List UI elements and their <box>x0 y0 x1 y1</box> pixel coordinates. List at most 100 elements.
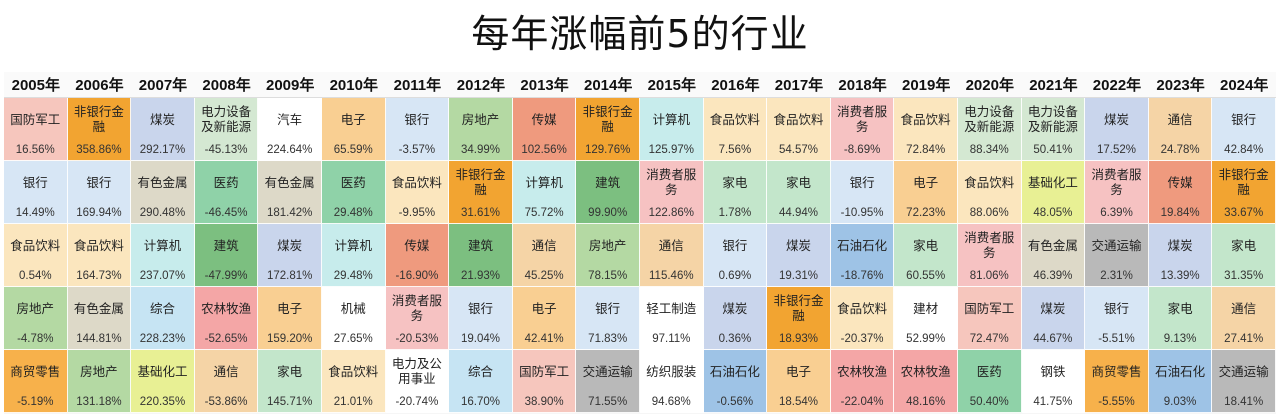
industry-return: 115.46% <box>649 270 694 282</box>
industry-cell: 食品饮料 164.73% <box>67 224 132 287</box>
industry-cell: 食品饮料 72.84% <box>894 98 958 161</box>
industry-return: 21.93% <box>460 270 500 282</box>
year-header: 2008年 <box>194 72 259 98</box>
year-header: 2021年 <box>1021 72 1086 98</box>
year-header: 2019年 <box>894 72 958 98</box>
industry-cell: 煤炭 0.36% <box>703 287 768 350</box>
year-header: 2007年 <box>131 72 195 98</box>
industry-return: 0.69% <box>718 270 752 282</box>
industry-name: 有色金属 <box>1027 237 1078 253</box>
industry-name: 通信 <box>1231 300 1257 316</box>
industry-cell: 国防军工 16.56% <box>4 98 68 161</box>
ranking-table: 2005年 2006年 2007年 2008年 2009年 2010年 2011年 2012年… <box>4 72 1276 414</box>
industry-cell: 建筑 21.93% <box>449 224 513 287</box>
industry-return: 21.01% <box>333 396 373 408</box>
industry-cell: 商贸零售 -5.55% <box>1085 350 1149 413</box>
industry-return: 31.61% <box>460 207 500 219</box>
industry-cell: 交通运输 71.55% <box>576 350 640 413</box>
industry-name: 房地产 <box>80 363 118 379</box>
industry-name: 非银行金融 <box>73 104 124 134</box>
industry-name: 家电 <box>722 174 748 190</box>
industry-return: 2.31% <box>1100 270 1133 282</box>
industry-name: 医药 <box>340 174 366 190</box>
year-header: 2024年 <box>1212 72 1276 98</box>
industry-name: 消费者服务 <box>1091 167 1142 197</box>
industry-return: 42.41% <box>524 333 564 345</box>
industry-cell: 家电 31.35% <box>1212 224 1276 287</box>
industry-return: 17.52% <box>1096 144 1136 156</box>
industry-name: 非银行金融 <box>455 167 506 197</box>
industry-name: 消费者服务 <box>964 230 1015 260</box>
industry-return: 33.67% <box>1224 207 1264 219</box>
industry-cell: 有色金属 144.81% <box>67 287 132 350</box>
industry-cell: 房地产 131.18% <box>67 350 132 413</box>
industry-return: -8.69% <box>843 144 881 156</box>
industry-name: 房地产 <box>461 111 500 127</box>
industry-name: 轻工制造 <box>646 300 697 316</box>
industry-name: 食品饮料 <box>709 111 760 127</box>
industry-name: 家电 <box>277 363 303 379</box>
industry-return: 38.90% <box>524 396 564 408</box>
industry-cell: 钢铁 41.75% <box>1021 350 1086 413</box>
industry-name: 农林牧渔 <box>837 363 888 379</box>
industry-cell: 商贸零售 -5.19% <box>4 350 68 413</box>
industry-return: 0.36% <box>718 333 752 345</box>
industry-cell: 食品饮料 88.06% <box>957 161 1022 224</box>
industry-return: 19.31% <box>778 270 818 282</box>
industry-cell: 食品饮料 21.01% <box>321 350 386 413</box>
industry-name: 家电 <box>1167 300 1193 316</box>
industry-return: 16.56% <box>15 144 55 156</box>
industry-cell: 有色金属 46.39% <box>1021 224 1086 287</box>
industry-return: 145.71% <box>266 396 313 408</box>
industry-cell: 银行 -5.51% <box>1085 287 1149 350</box>
industry-cell: 非银行金融 33.67% <box>1212 161 1276 224</box>
industry-name: 钢铁 <box>1040 363 1066 379</box>
industry-cell: 基础化工 48.05% <box>1021 161 1086 224</box>
year-header: 2009年 <box>258 72 322 98</box>
industry-name: 非银行金融 <box>582 104 633 134</box>
industry-return: 71.55% <box>588 396 628 408</box>
industry-return: -22.04% <box>840 396 884 408</box>
industry-cell: 通信 27.41% <box>1212 287 1276 350</box>
industry-name: 家电 <box>785 174 811 190</box>
industry-cell: 纺织服装 94.68% <box>639 350 704 413</box>
industry-name: 建筑 <box>467 237 493 253</box>
industry-cell: 煤炭 172.81% <box>258 224 322 287</box>
industry-name: 煤炭 <box>277 237 303 253</box>
industry-name: 通信 <box>213 363 239 379</box>
industry-cell: 煤炭 13.39% <box>1148 224 1213 287</box>
industry-cell: 电子 159.20% <box>258 287 322 350</box>
industry-name: 计算机 <box>525 174 563 190</box>
industry-return: 27.65% <box>333 333 373 345</box>
industry-return: 48.16% <box>906 396 946 408</box>
industry-name: 房地产 <box>16 300 55 316</box>
industry-return: 19.84% <box>1160 207 1200 219</box>
industry-cell: 农林牧渔 -22.04% <box>830 350 895 413</box>
industry-return: -52.65% <box>204 333 248 345</box>
industry-return: 159.20% <box>266 333 313 345</box>
industry-return: -10.95% <box>840 207 884 219</box>
industry-cell: 煤炭 44.67% <box>1021 287 1086 350</box>
industry-cell: 银行 0.69% <box>703 224 768 287</box>
industry-cell: 食品饮料 -20.37% <box>830 287 895 350</box>
industry-name: 国防军工 <box>519 363 570 379</box>
year-header: 2015年 <box>639 72 704 98</box>
industry-return: 144.81% <box>76 333 122 345</box>
industry-cell: 家电 9.13% <box>1148 287 1213 350</box>
year-header: 2005年 <box>4 72 68 98</box>
industry-cell: 通信 45.25% <box>512 224 577 287</box>
industry-cell: 农林牧渔 -52.65% <box>194 287 259 350</box>
industry-return: 358.86% <box>76 144 122 156</box>
year-header: 2013年 <box>512 72 577 98</box>
industry-return: 45.25% <box>524 270 564 282</box>
industry-cell: 煤炭 19.31% <box>767 224 831 287</box>
industry-name: 有色金属 <box>73 300 124 316</box>
industry-cell: 汽车 224.64% <box>258 98 322 161</box>
industry-cell: 房地产 34.99% <box>449 98 513 161</box>
industry-return: 97.11% <box>652 333 691 345</box>
industry-name: 家电 <box>1231 237 1257 253</box>
industry-name: 建筑 <box>595 174 621 190</box>
year-header: 2023年 <box>1148 72 1213 98</box>
industry-cell: 食品饮料 7.56% <box>703 98 768 161</box>
industry-cell: 消费者服务 -8.69% <box>830 98 895 161</box>
